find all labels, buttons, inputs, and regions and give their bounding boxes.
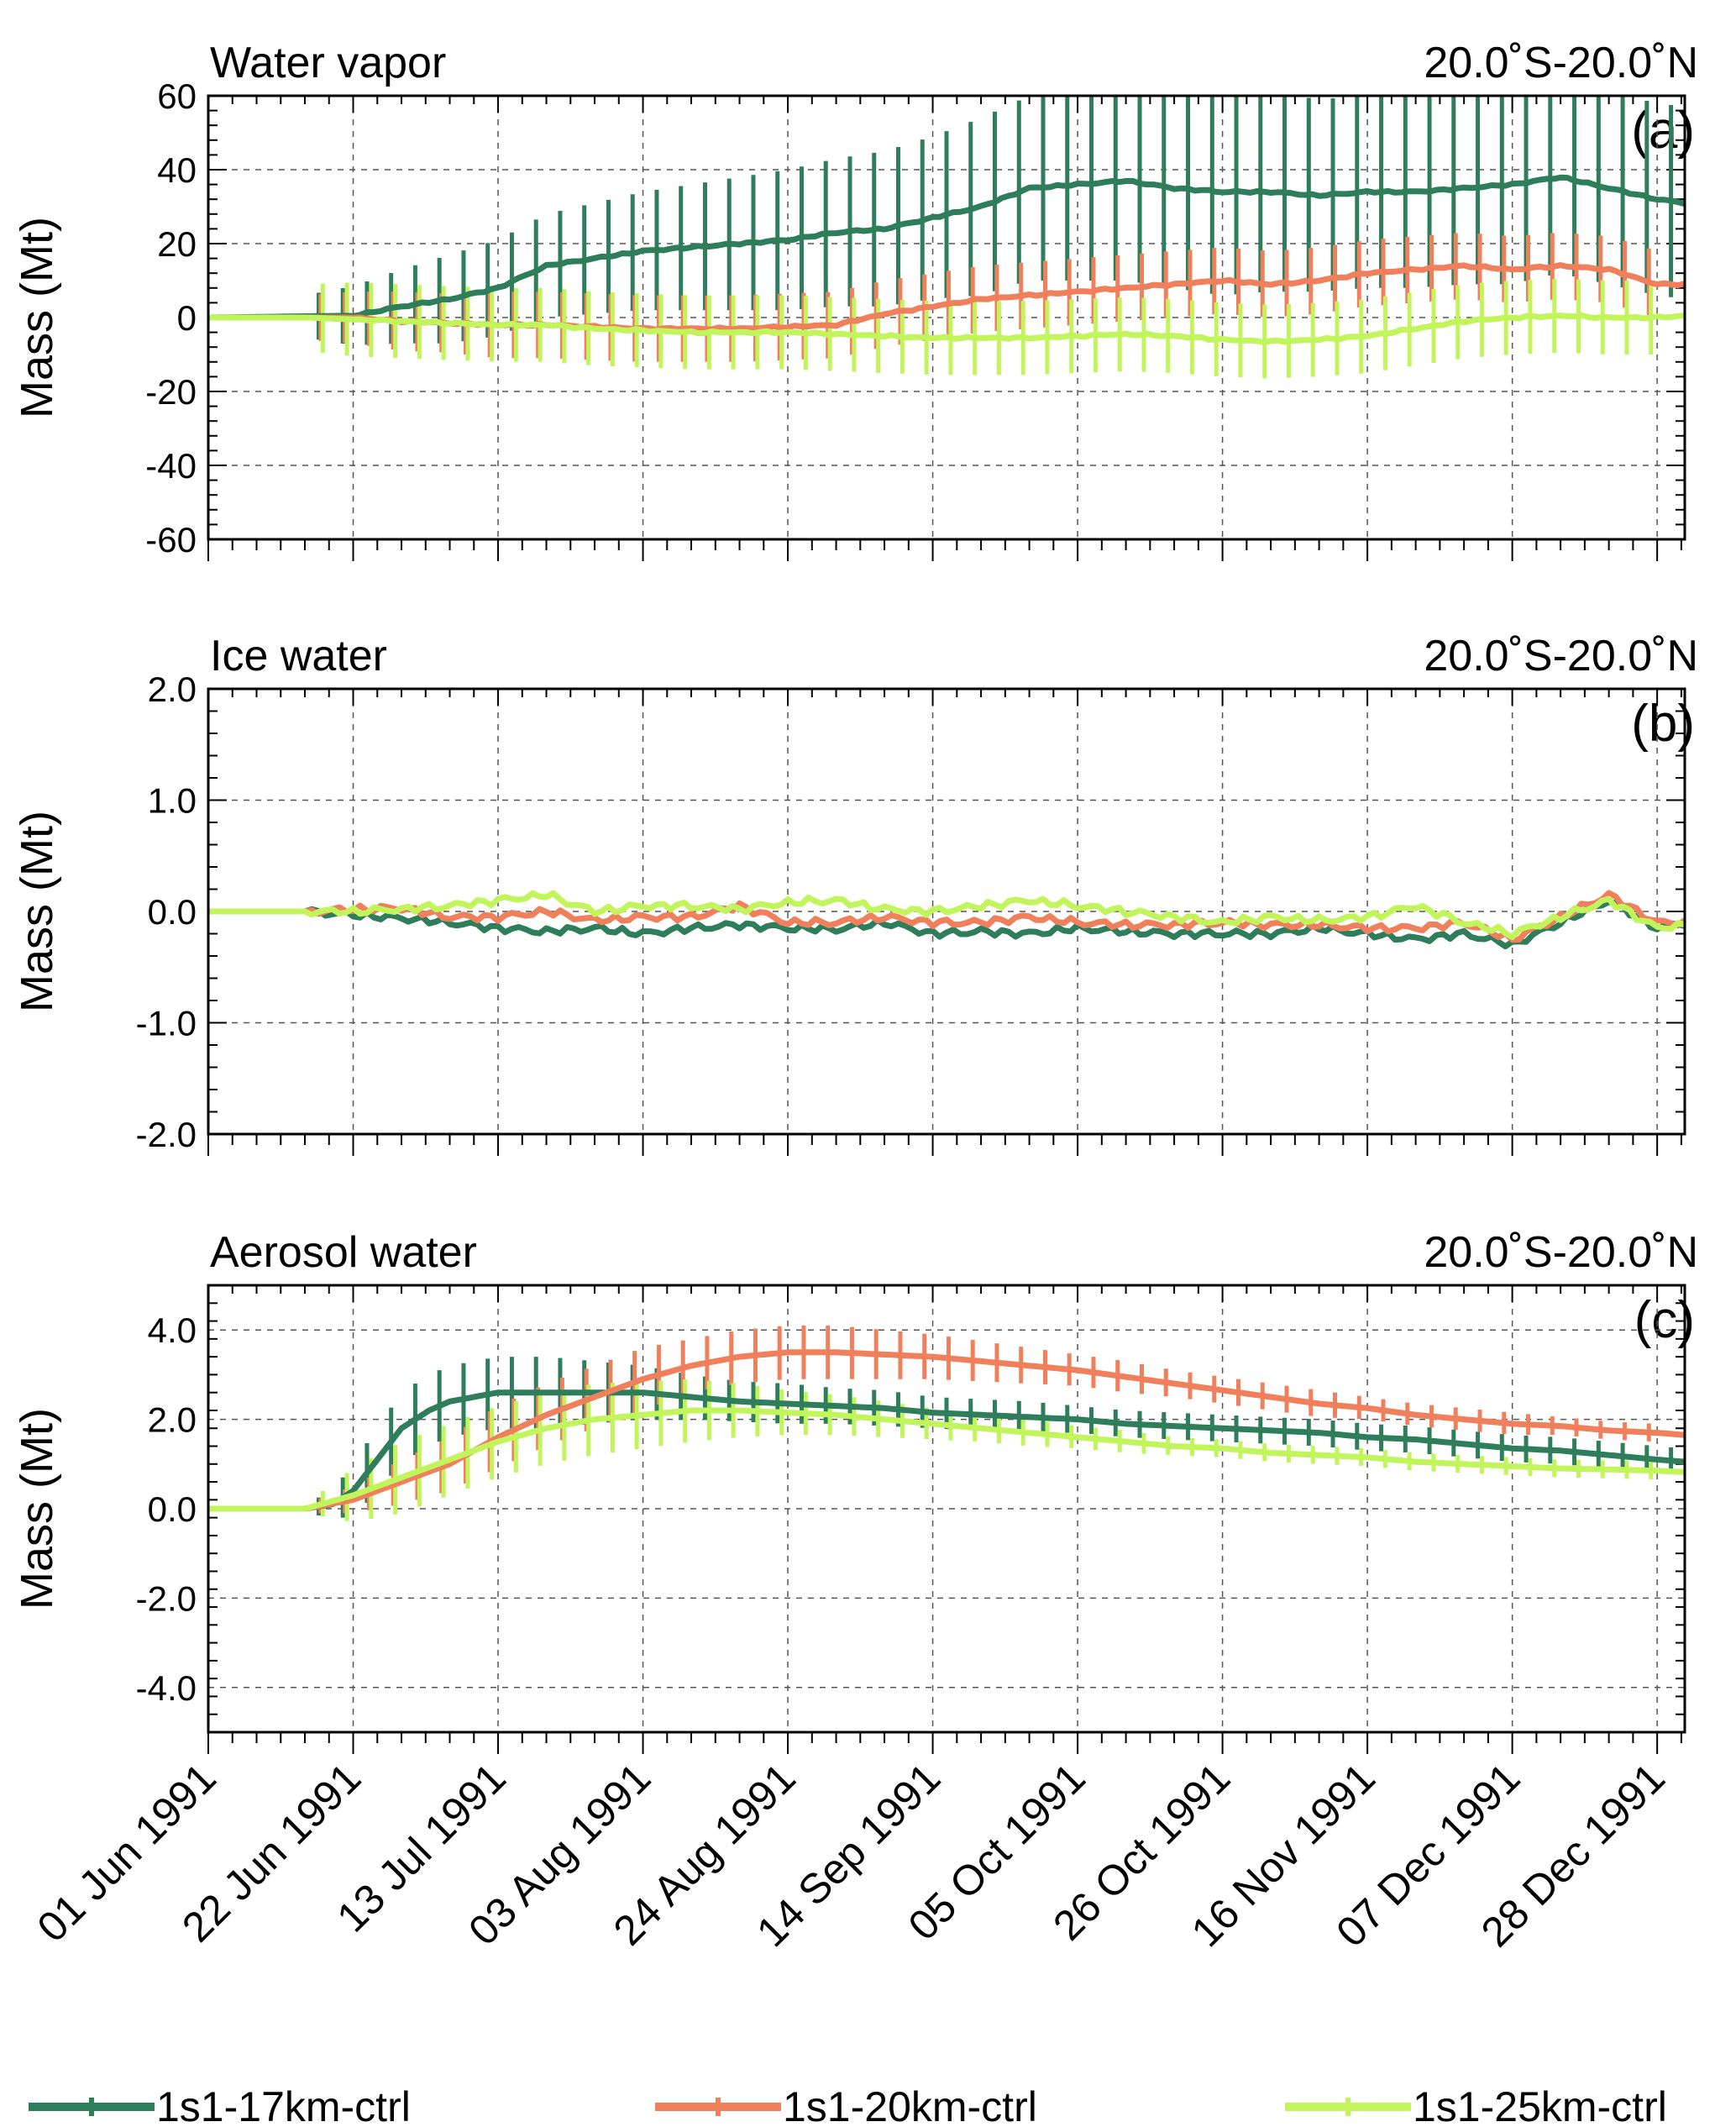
panel-title: Aerosol water bbox=[210, 1228, 477, 1277]
legend-label: 1s1-20km-ctrl bbox=[783, 2083, 1037, 2127]
panel-2: Ice water 20.0˚S-20.0˚N(b)Mass (Mt)-2.0-1… bbox=[12, 632, 1698, 1156]
plot-frame bbox=[207, 1284, 1686, 1734]
plot-frame bbox=[207, 94, 1686, 541]
y-tick-label: -4.0 bbox=[136, 1668, 197, 1708]
y-axis-label: Mass (Mt) bbox=[12, 217, 62, 418]
y-tick-label: 0 bbox=[177, 298, 197, 338]
series-line-1s1-25km-ctrl bbox=[208, 312, 1686, 346]
region-label: 20.0˚S-20.0˚N bbox=[1424, 1228, 1698, 1277]
series-line-1s1-17km-ctrl bbox=[208, 1389, 1686, 1512]
legend-entry: 1s1-20km-ctrl bbox=[655, 2083, 1037, 2127]
series-line-1s1-25km-ctrl bbox=[208, 890, 1686, 941]
panel-3: Aerosol water 20.0˚S-20.0˚N(c)Mass (Mt)-4… bbox=[12, 1228, 1698, 1754]
y-tick-label: 2.0 bbox=[148, 1400, 197, 1440]
y-tick-label: 1.0 bbox=[148, 781, 197, 821]
region-label: 20.0˚S-20.0˚N bbox=[1424, 39, 1698, 87]
legend-entry: 1s1-25km-ctrl bbox=[1285, 2083, 1667, 2127]
series-line-1s1-25km-ctrl bbox=[208, 1407, 1686, 1512]
panel-title: Ice water bbox=[210, 632, 387, 680]
y-tick-label: 0.0 bbox=[148, 1489, 197, 1529]
legend-entry: 1s1-17km-ctrl bbox=[29, 2083, 411, 2127]
y-tick-label: -1.0 bbox=[136, 1004, 197, 1043]
legend-label: 1s1-25km-ctrl bbox=[1413, 2083, 1667, 2127]
y-tick-label: 40 bbox=[157, 150, 197, 190]
panels: Water vapor 20.0˚S-20.0˚N(a)Mass (Mt)-60-… bbox=[12, 39, 1698, 1754]
y-tick-label: 4.0 bbox=[148, 1310, 197, 1350]
y-tick-label: -40 bbox=[145, 446, 197, 486]
panel-1: Water vapor 20.0˚S-20.0˚N(a)Mass (Mt)-60-… bbox=[12, 39, 1698, 561]
region-label: 20.0˚S-20.0˚N bbox=[1424, 632, 1698, 680]
series-line-1s1-17km-ctrl bbox=[208, 899, 1686, 950]
legend-label: 1s1-17km-ctrl bbox=[156, 2083, 411, 2127]
y-tick-label: -60 bbox=[145, 520, 197, 559]
y-tick-label: 20 bbox=[157, 224, 197, 264]
y-tick-label: 60 bbox=[157, 76, 197, 116]
y-axis-label: Mass (Mt) bbox=[12, 1408, 62, 1610]
panel-title: Water vapor bbox=[210, 39, 446, 87]
y-tick-label: 2.0 bbox=[148, 670, 197, 709]
legend: 1s1-17km-ctrl 1s1-20km-ctrl 1s1-25km-ctrl bbox=[29, 2083, 1667, 2127]
plot-frame bbox=[207, 687, 1686, 1136]
series-line-1s1-20km-ctrl bbox=[208, 1349, 1686, 1512]
y-tick-label: -2.0 bbox=[136, 1578, 197, 1618]
y-tick-label: -2.0 bbox=[136, 1115, 197, 1154]
y-axis-label: Mass (Mt) bbox=[12, 811, 62, 1012]
y-tick-label: 0.0 bbox=[148, 892, 197, 932]
series-line-1s1-17km-ctrl bbox=[207, 174, 1686, 321]
series-line-1s1-20km-ctrl bbox=[208, 890, 1687, 943]
y-tick-label: -20 bbox=[145, 372, 197, 412]
